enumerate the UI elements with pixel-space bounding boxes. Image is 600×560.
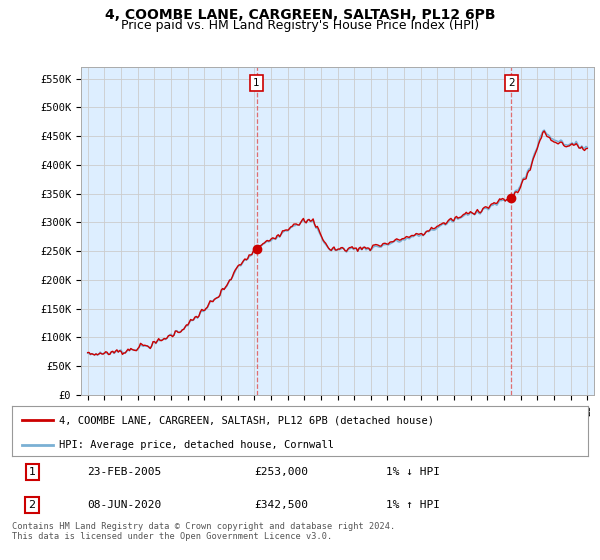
Text: 4, COOMBE LANE, CARGREEN, SALTASH, PL12 6PB: 4, COOMBE LANE, CARGREEN, SALTASH, PL12 … (105, 8, 495, 22)
Text: 23-FEB-2005: 23-FEB-2005 (87, 467, 161, 477)
Text: £342,500: £342,500 (254, 500, 308, 510)
Text: 1: 1 (29, 467, 35, 477)
Text: 2: 2 (29, 500, 36, 510)
Text: 1: 1 (253, 78, 260, 88)
Text: £253,000: £253,000 (254, 467, 308, 477)
Text: HPI: Average price, detached house, Cornwall: HPI: Average price, detached house, Corn… (59, 440, 334, 450)
Text: Price paid vs. HM Land Registry's House Price Index (HPI): Price paid vs. HM Land Registry's House … (121, 19, 479, 32)
Text: 1% ↑ HPI: 1% ↑ HPI (386, 500, 440, 510)
Text: 2: 2 (508, 78, 515, 88)
Text: 4, COOMBE LANE, CARGREEN, SALTASH, PL12 6PB (detached house): 4, COOMBE LANE, CARGREEN, SALTASH, PL12 … (59, 415, 434, 425)
Text: Contains HM Land Registry data © Crown copyright and database right 2024.
This d: Contains HM Land Registry data © Crown c… (12, 522, 395, 542)
Text: 08-JUN-2020: 08-JUN-2020 (87, 500, 161, 510)
Text: 1% ↓ HPI: 1% ↓ HPI (386, 467, 440, 477)
